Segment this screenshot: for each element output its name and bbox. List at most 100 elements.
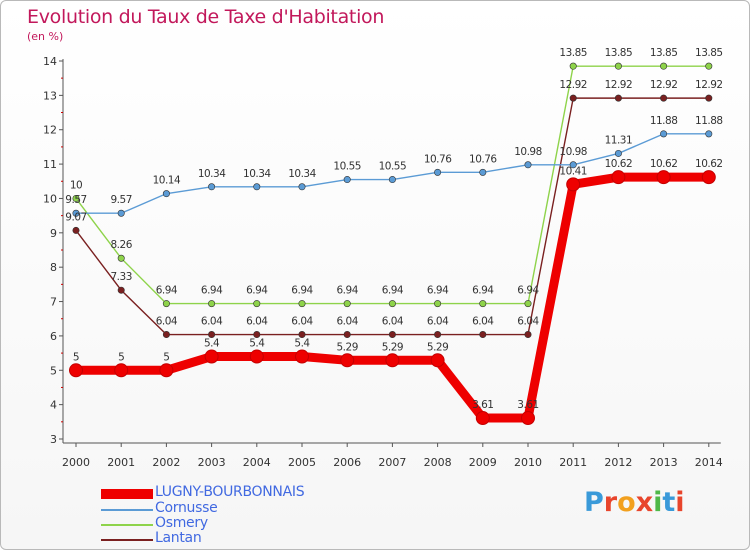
data-point	[434, 300, 442, 308]
data-point	[521, 411, 535, 426]
data-point	[479, 331, 487, 339]
data-label: 6.04	[156, 316, 178, 328]
data-point	[524, 300, 532, 308]
data-label: 6.04	[382, 316, 404, 328]
data-label: 6.04	[201, 316, 223, 328]
x-tick-label: 2011	[559, 456, 587, 469]
y-tick-label: 13	[43, 89, 57, 102]
data-label: 13.85	[559, 47, 587, 59]
data-label: 13.85	[695, 47, 723, 59]
data-label: 6.94	[156, 285, 178, 297]
data-point	[114, 363, 129, 378]
data-label: 12.92	[650, 79, 678, 91]
data-point	[162, 190, 170, 198]
data-point	[72, 194, 80, 202]
data-label: 10.34	[198, 168, 226, 180]
y-tick-label: 11	[43, 158, 57, 171]
x-tick-label: 2013	[650, 456, 678, 469]
x-tick-label: 2005	[288, 456, 316, 469]
data-label: 10.55	[333, 161, 361, 173]
data-point	[340, 353, 355, 368]
proxiti-logo: Proxiti	[584, 487, 685, 518]
data-point	[295, 349, 309, 364]
x-tick-label: 2010	[514, 456, 542, 469]
data-label: 10.76	[424, 153, 452, 165]
logo-letter: t	[662, 487, 676, 518]
logo-letter: r	[603, 487, 618, 518]
data-label: 10.62	[695, 158, 723, 170]
y-tick-label: 14	[43, 55, 57, 68]
data-point	[569, 94, 577, 102]
chart-title: Evolution du Taux de Taxe d'Habitation	[27, 6, 385, 28]
legend-label: Lantan	[155, 530, 202, 546]
data-label: 11.88	[650, 115, 678, 127]
data-point	[388, 300, 396, 308]
data-label: 5.29	[337, 341, 358, 353]
data-point	[524, 331, 532, 339]
data-label: 6.04	[291, 316, 313, 328]
data-label: 10.14	[153, 175, 181, 187]
data-point	[253, 300, 261, 308]
data-label: 5	[73, 351, 79, 363]
data-point	[253, 331, 261, 339]
data-point	[69, 363, 83, 378]
data-point	[117, 209, 125, 217]
data-point	[388, 331, 396, 339]
logo-letter: x	[635, 487, 654, 518]
data-point	[208, 183, 216, 191]
data-label: 8.26	[111, 239, 133, 251]
series-line-lugny-bourbonnais	[71, 172, 714, 423]
data-point	[660, 62, 668, 70]
data-point	[343, 331, 351, 339]
x-tick-label: 2001	[107, 456, 135, 469]
data-point	[569, 62, 577, 70]
data-label: 6.94	[472, 285, 494, 297]
data-label: 10.34	[288, 168, 316, 180]
data-label: 13.85	[605, 47, 633, 59]
x-tick-label: 2012	[604, 456, 632, 469]
x-tick-label: 2000	[62, 456, 90, 469]
data-label: 11.88	[695, 115, 723, 127]
data-point	[159, 363, 174, 378]
y-tick-label: 4	[50, 399, 57, 412]
y-tick-label: 9	[50, 227, 57, 240]
y-tick-label: 7	[50, 296, 57, 309]
x-tick-label: 2008	[424, 456, 452, 469]
data-point	[434, 168, 442, 176]
data-label: 12.92	[695, 79, 723, 91]
data-label: 12.92	[559, 79, 587, 91]
data-point	[72, 209, 80, 217]
data-point	[614, 94, 622, 102]
x-tick-label: 2006	[333, 456, 361, 469]
data-point	[701, 170, 716, 185]
data-label: 6.94	[291, 285, 313, 297]
data-label: 5.4	[204, 338, 220, 350]
data-label: 6.94	[382, 285, 404, 297]
data-point	[524, 161, 532, 169]
data-point	[298, 300, 306, 308]
data-point	[614, 62, 622, 70]
data-point	[430, 353, 445, 368]
data-point	[705, 130, 713, 138]
data-label: 10.62	[650, 158, 678, 170]
data-point	[162, 331, 170, 339]
data-label: 10.41	[559, 165, 587, 177]
data-point	[705, 94, 713, 102]
logo-letter: i	[653, 487, 663, 518]
data-label: 10	[70, 179, 82, 191]
y-tick-label: 5	[50, 364, 57, 377]
data-label: 6.04	[427, 316, 449, 328]
data-label: 5	[163, 351, 169, 363]
data-label: 13.85	[650, 47, 678, 59]
data-label: 10.55	[379, 161, 407, 173]
x-tick-label: 2002	[152, 456, 180, 469]
data-label: 6.94	[246, 285, 268, 297]
data-point	[208, 331, 216, 339]
data-point	[660, 94, 668, 102]
data-label: 9.07	[65, 211, 86, 223]
data-label: 6.94	[201, 285, 223, 297]
data-point	[479, 300, 487, 308]
data-label: 6.94	[337, 285, 359, 297]
data-point	[343, 300, 351, 308]
